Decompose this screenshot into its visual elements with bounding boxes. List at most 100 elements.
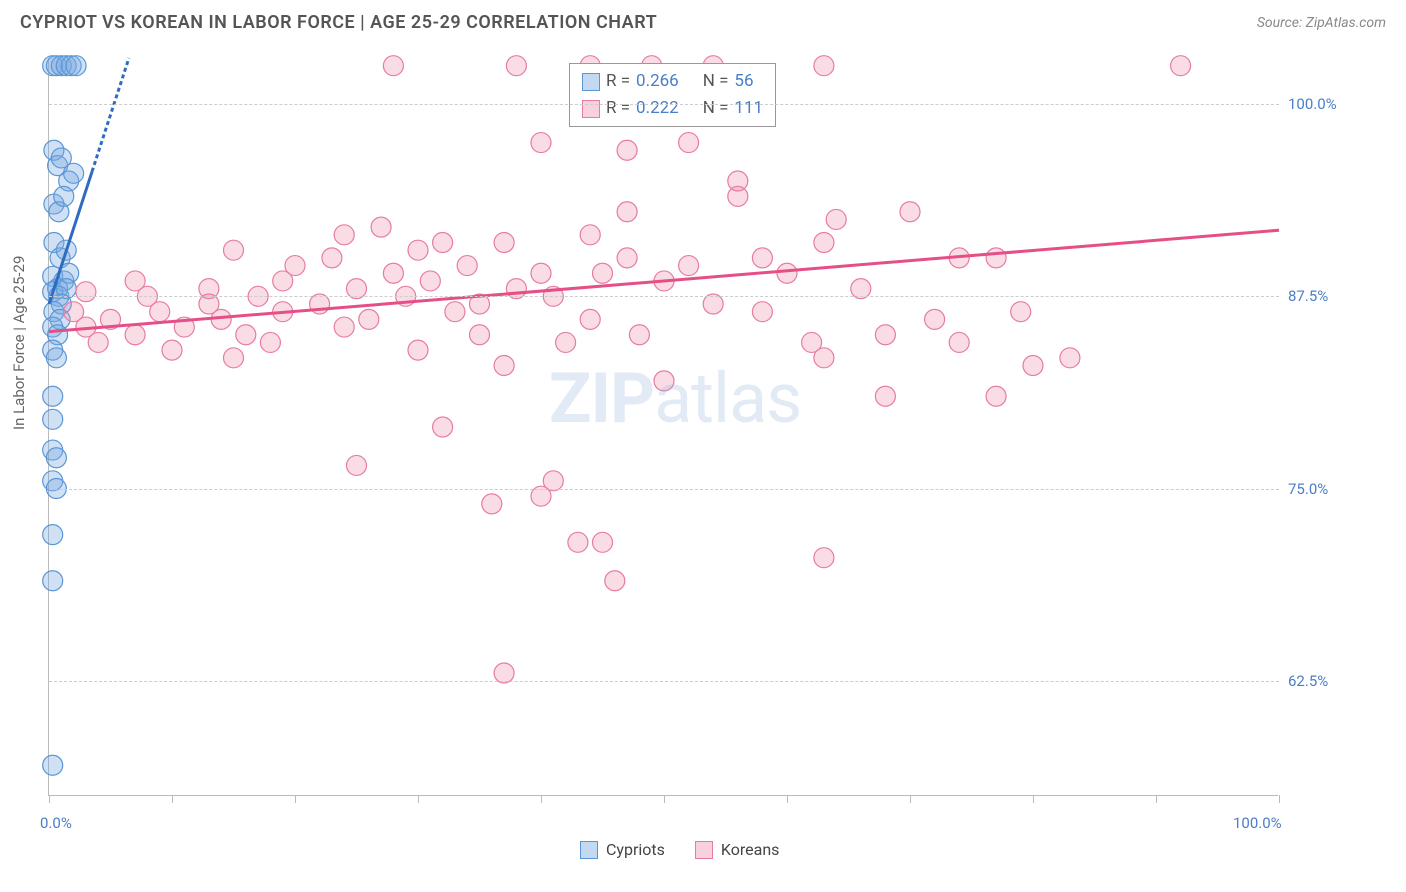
- n-value: 111: [734, 95, 763, 122]
- data-point: [986, 248, 1006, 268]
- data-point: [580, 309, 600, 329]
- data-point: [580, 225, 600, 245]
- data-point: [494, 233, 514, 253]
- data-point: [814, 548, 834, 568]
- data-point: [814, 56, 834, 76]
- data-point: [1171, 56, 1191, 76]
- data-point: [433, 233, 453, 253]
- data-point: [506, 56, 526, 76]
- data-point: [273, 271, 293, 291]
- gridline: [49, 296, 1279, 297]
- n-label: N =: [703, 95, 729, 122]
- data-point: [88, 332, 108, 352]
- data-point: [777, 263, 797, 283]
- data-point: [679, 133, 699, 153]
- data-point: [162, 340, 182, 360]
- data-point: [359, 309, 379, 329]
- data-point: [752, 248, 772, 268]
- data-point: [224, 240, 244, 260]
- data-point: [334, 225, 354, 245]
- data-point: [347, 455, 367, 475]
- data-point: [568, 532, 588, 552]
- r-label: R =: [606, 95, 630, 122]
- data-point: [814, 348, 834, 368]
- r-label: R =: [606, 68, 630, 95]
- data-point: [925, 309, 945, 329]
- y-tick-label: 75.0%: [1288, 480, 1328, 498]
- x-tick: [49, 795, 50, 803]
- data-point: [236, 325, 256, 345]
- x-tick: [295, 795, 296, 803]
- x-tick-label: 0.0%: [40, 814, 72, 832]
- data-point: [76, 282, 96, 302]
- x-tick: [910, 795, 911, 803]
- gridline: [49, 681, 1279, 682]
- data-point: [617, 140, 637, 160]
- data-point: [66, 56, 86, 76]
- data-point: [494, 356, 514, 376]
- data-point: [617, 248, 637, 268]
- data-point: [814, 233, 834, 253]
- n-label: N =: [703, 68, 729, 95]
- data-point: [1011, 302, 1031, 322]
- x-tick: [418, 795, 419, 803]
- data-point: [408, 240, 428, 260]
- data-point: [593, 532, 613, 552]
- data-point: [420, 271, 440, 291]
- n-value: 56: [734, 68, 753, 95]
- data-point: [334, 317, 354, 337]
- legend-label: Koreans: [721, 840, 780, 859]
- data-point: [125, 325, 145, 345]
- data-point: [64, 163, 84, 183]
- data-point: [457, 256, 477, 276]
- data-point: [371, 217, 391, 237]
- data-point: [531, 263, 551, 283]
- data-point: [408, 340, 428, 360]
- data-point: [322, 248, 342, 268]
- data-point: [43, 386, 63, 406]
- data-point: [46, 348, 66, 368]
- data-point: [43, 525, 63, 545]
- data-point: [433, 417, 453, 437]
- data-point: [949, 332, 969, 352]
- data-point: [900, 202, 920, 222]
- chart-header: CYPRIOT VS KOREAN IN LABOR FORCE | AGE 2…: [0, 0, 1406, 41]
- data-point: [629, 325, 649, 345]
- x-tick: [1033, 795, 1034, 803]
- data-point: [54, 186, 74, 206]
- data-point: [445, 302, 465, 322]
- data-point: [875, 386, 895, 406]
- data-point: [383, 56, 403, 76]
- gridline: [49, 104, 1279, 105]
- legend-row: R =0.266 N =56: [582, 68, 763, 95]
- data-point: [875, 325, 895, 345]
- data-point: [654, 371, 674, 391]
- x-tick: [172, 795, 173, 803]
- chart-source: Source: ZipAtlas.com: [1257, 15, 1386, 31]
- correlation-legend: R =0.266 N =56 R =0.222 N =111: [569, 63, 776, 127]
- data-point: [46, 448, 66, 468]
- x-tick: [1156, 795, 1157, 803]
- data-point: [1023, 356, 1043, 376]
- data-point: [986, 386, 1006, 406]
- x-tick-label: 100.0%: [1233, 814, 1282, 832]
- data-point: [679, 256, 699, 276]
- r-value: 0.222: [636, 95, 679, 122]
- legend-swatch: [695, 841, 713, 859]
- series-legend: CypriotsKoreans: [580, 840, 779, 859]
- data-point: [383, 263, 403, 283]
- legend-row: R =0.222 N =111: [582, 95, 763, 122]
- data-point: [728, 171, 748, 191]
- chart-title: CYPRIOT VS KOREAN IN LABOR FORCE | AGE 2…: [20, 12, 657, 33]
- scatter-svg: [49, 58, 1279, 796]
- data-point: [556, 332, 576, 352]
- x-tick: [541, 795, 542, 803]
- legend-swatch: [582, 73, 600, 91]
- data-point: [826, 209, 846, 229]
- plot-area: ZIPatlas R =0.266N =56R =0.222N =111: [48, 58, 1278, 796]
- data-point: [260, 332, 280, 352]
- data-point: [482, 494, 502, 514]
- x-tick: [664, 795, 665, 803]
- r-value: 0.266: [636, 68, 679, 95]
- gridline: [49, 489, 1279, 490]
